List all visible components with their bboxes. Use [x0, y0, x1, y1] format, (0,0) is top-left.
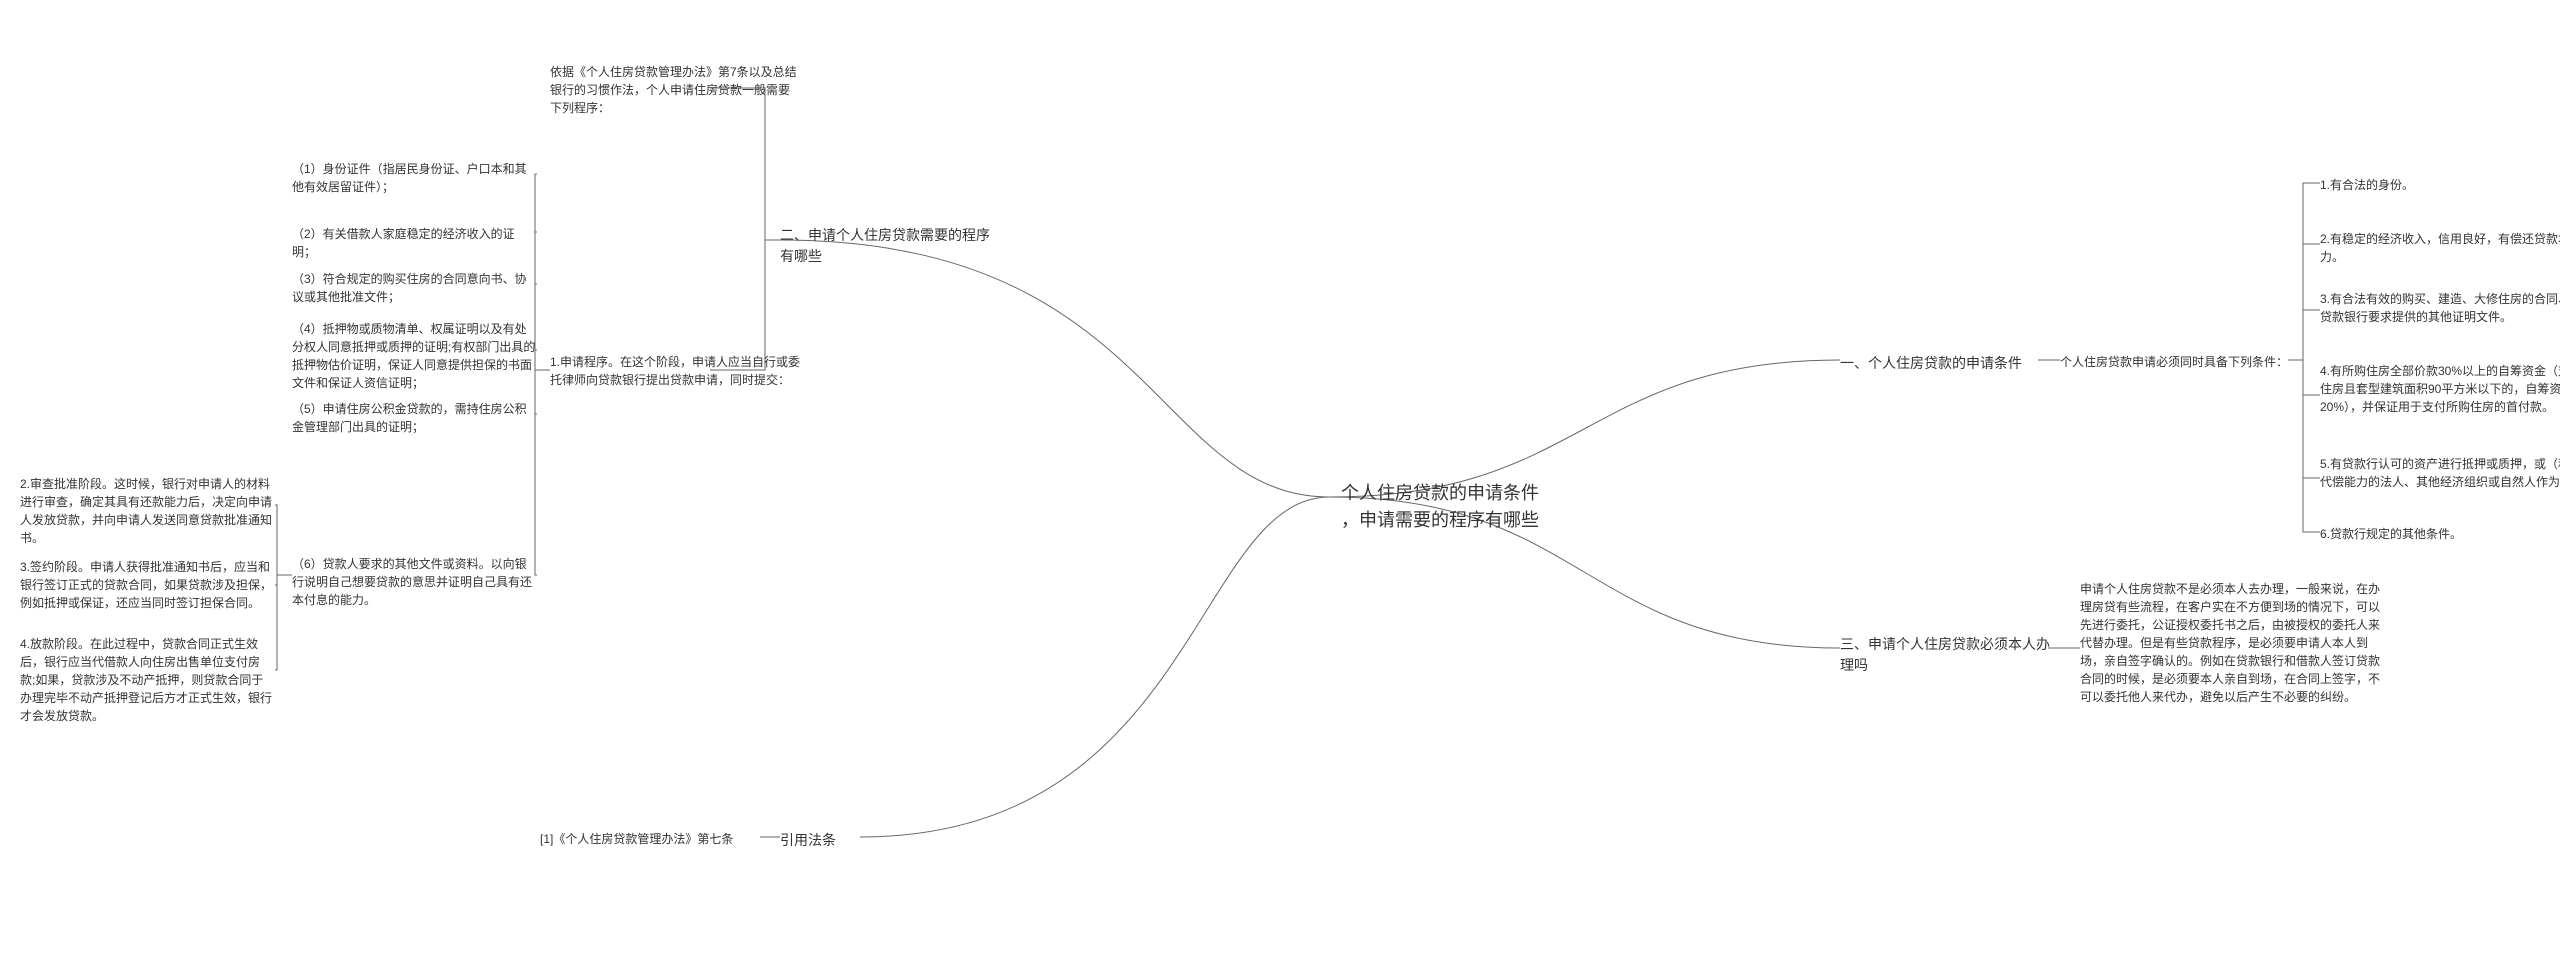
- left-leaf-0-1-4: （5）申请住房公积金贷款的，需持住房公积金管理部门出具的证明；: [292, 400, 537, 436]
- left-leaf-0-1-5-2: 4.放款阶段。在此过程中，贷款合同正式生效后，银行应当代借款人向住房出售单位支付…: [20, 635, 275, 725]
- left-sub-0-1: 1.申请程序。在这个阶段，申请人应当自行或委托律师向贷款银行提出贷款申请，同时提…: [550, 353, 800, 389]
- left-bleaf-1-0: [1]《个人住房贷款管理办法》第七条: [540, 830, 760, 848]
- left-branch-0: 二、申请个人住房贷款需要的程序有哪些: [780, 225, 1000, 267]
- right-leaf-0-5: 6.贷款行规定的其他条件。: [2320, 525, 2560, 543]
- center-topic: 个人住房贷款的申请条件 ，申请需要的程序有哪些: [1330, 480, 1550, 534]
- mindmap-canvas: 个人住房贷款的申请条件 ，申请需要的程序有哪些 一、个人住房贷款的申请条件 个人住房…: [0, 0, 2560, 973]
- left-leaf-0-1-2: （3）符合规定的购买住房的合同意向书、协议或其他批准文件；: [292, 270, 537, 306]
- left-leaf-0-1-5: （6）贷款人要求的其他文件或资料。以向银行说明自己想要贷款的意思并证明自己具有还…: [292, 555, 537, 609]
- right-branch-0-sub: 个人住房贷款申请必须同时具备下列条件：: [2060, 353, 2290, 371]
- left-sub-0-0: 依据《个人住房贷款管理办法》第7条以及总结银行的习惯作法，个人申请住房贷款一般需…: [550, 63, 800, 117]
- left-leaf-0-1-1: （2）有关借款人家庭稳定的经济收入的证明；: [292, 225, 537, 261]
- left-leaf-0-1-0: （1）身份证件（指居民身份证、户口本和其他有效居留证件）；: [292, 160, 537, 196]
- left-branch-1: 引用法条: [780, 830, 860, 851]
- left-leaf-0-1-5-0: 2.审查批准阶段。这时候，银行对申请人的材料进行审查，确定其具有还款能力后，决定…: [20, 475, 275, 547]
- right-leaf-0-1: 2.有稳定的经济收入，信用良好，有偿还贷款本息的能力。: [2320, 230, 2560, 266]
- right-branch-1: 三、申请个人住房贷款必须本人办理吗: [1840, 634, 2050, 676]
- right-leaf-0-4: 5.有贷款行认可的资产进行抵押或质押，或（和）有足够代偿能力的法人、其他经济组织…: [2320, 455, 2560, 491]
- left-leaf-0-1-3: （4）抵押物或质物清单、权属证明以及有处分权人同意抵押或质押的证明;有权部门出具…: [292, 320, 537, 392]
- right-branch-0: 一、个人住房贷款的申请条件: [1840, 353, 2040, 374]
- connector-layer: [0, 0, 2560, 973]
- left-leaf-0-1-5-1: 3.签约阶段。申请人获得批准通知书后，应当和银行签订正式的贷款合同，如果贷款涉及…: [20, 558, 275, 612]
- right-leaf-0-3: 4.有所购住房全部价款30%以上的自筹资金（对购买自住住房且套型建筑面积90平方…: [2320, 362, 2560, 416]
- right-leaf-1-0: 申请个人住房贷款不是必须本人去办理，一般来说，在办理房贷有些流程，在客户实在不方…: [2080, 580, 2380, 706]
- right-leaf-0-0: 1.有合法的身份。: [2320, 176, 2560, 194]
- right-leaf-0-2: 3.有合法有效的购买、建造、大修住房的合同、协议以及贷款银行要求提供的其他证明文…: [2320, 290, 2560, 326]
